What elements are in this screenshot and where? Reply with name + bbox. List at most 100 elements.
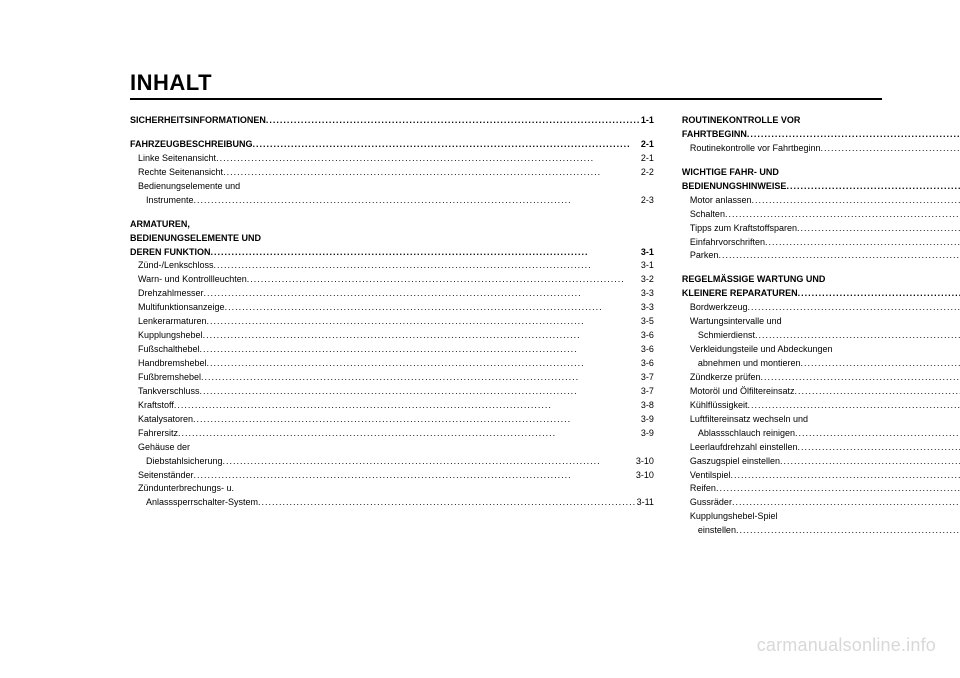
toc-leader-dots (203, 329, 639, 343)
toc-label: Handbremshebel (138, 357, 207, 371)
toc-leader-dots (194, 469, 634, 483)
toc-leader-dots (207, 315, 639, 329)
toc-leader-dots (194, 194, 639, 208)
toc-entry: Zünd-/Lenkschloss 3-1 (130, 259, 654, 273)
toc-entry: Routinekontrolle vor Fahrtbeginn 4-2 (682, 142, 960, 156)
toc-label: Zündunterbrechungs- u. (138, 482, 234, 496)
toc-leader-dots (725, 208, 960, 222)
toc-entry: Schalten 5-2 (682, 208, 960, 222)
toc-entry: Reifen 6-17 (682, 482, 960, 496)
toc-entry: Motoröl und Ölfiltereinsatz 6-10 (682, 385, 960, 399)
toc-leader-dots (266, 114, 639, 128)
toc-column: ROUTINEKONTROLLE VORFAHRTBEGINN 4-1Routi… (682, 114, 960, 546)
toc-label: DEREN FUNKTION (130, 246, 211, 260)
toc-page: 1-1 (639, 114, 654, 128)
toc-label: Katalysatoren (138, 413, 193, 427)
toc-leader-dots (178, 427, 639, 441)
toc-page: 3-1 (639, 246, 654, 260)
toc-entry: Fußschalthebel 3-6 (130, 343, 654, 357)
toc-leader-dots (747, 128, 960, 142)
toc-label: Fahrersitz (138, 427, 178, 441)
toc-leader-dots (247, 273, 639, 287)
toc-label: Lenkerarmaturen (138, 315, 207, 329)
toc-page: 3-6 (639, 329, 654, 343)
watermark: carmanualsonline.info (757, 635, 936, 656)
toc-entry: Kraftstoff 3-8 (130, 399, 654, 413)
toc-leader-dots (201, 371, 639, 385)
toc-entry: Tankverschluss 3-7 (130, 385, 654, 399)
toc-heading: SICHERHEITSINFORMATIONEN 1-1 (130, 114, 654, 128)
toc-entry: Kupplungshebel 3-6 (130, 329, 654, 343)
toc-label: Motoröl und Ölfiltereinsatz (690, 385, 795, 399)
toc-label: Fußschalthebel (138, 343, 200, 357)
toc-column: SICHERHEITSINFORMATIONEN 1-1 FAHRZEUGBESC… (130, 114, 654, 546)
toc-leader-dots (716, 482, 960, 496)
toc-label: BEDIENUNGSHINWEISE (682, 180, 787, 194)
toc-page: 3-6 (639, 357, 654, 371)
toc-leader-dots (751, 194, 960, 208)
toc-heading: DEREN FUNKTION 3-1 (130, 246, 654, 260)
toc-entry: Fußbremshebel 3-7 (130, 371, 654, 385)
toc-entry: Gehäuse der (130, 441, 654, 455)
toc-leader-dots (801, 357, 960, 371)
toc-columns: SICHERHEITSINFORMATIONEN 1-1 FAHRZEUGBESC… (130, 114, 882, 546)
toc-leader-dots (214, 259, 639, 273)
toc-entry: Seitenständer 3-10 (130, 469, 654, 483)
toc-page: 3-9 (639, 427, 654, 441)
toc-entry: Instrumente 2-3 (130, 194, 654, 208)
toc-page: 3-7 (639, 371, 654, 385)
toc-label: Seitenständer (138, 469, 194, 483)
toc-page: 3-7 (639, 385, 654, 399)
toc-entry: Handbremshebel 3-6 (130, 357, 654, 371)
toc-leader-dots (821, 142, 960, 156)
toc-label: Verkleidungsteile und Abdeckungen (690, 343, 833, 357)
toc-label: Motor anlassen (690, 194, 752, 208)
toc-entry: Kühlflüssigkeit 6-13 (682, 399, 960, 413)
toc-leader-dots (193, 413, 639, 427)
toc-leader-dots (174, 399, 639, 413)
toc-leader-dots (211, 246, 639, 260)
toc-label: Fußbremshebel (138, 371, 201, 385)
toc-leader-dots (798, 287, 960, 301)
toc-label: Diebstahlsicherung (146, 455, 223, 469)
toc-page: 3-6 (639, 343, 654, 357)
toc-leader-dots (794, 385, 960, 399)
toc-heading: FAHRTBEGINN 4-1 (682, 128, 960, 142)
toc-label: Bordwerkzeug (690, 301, 748, 315)
toc-label: abnehmen und montieren (698, 357, 801, 371)
toc-label: Reifen (690, 482, 716, 496)
toc-label: Rechte Seitenansicht (138, 166, 223, 180)
toc-leader-dots (765, 236, 960, 250)
toc-label: Wartungsintervalle und (690, 315, 782, 329)
toc-entry: Einfahrvorschriften 5-3 (682, 236, 960, 250)
toc-leader-dots (718, 249, 960, 263)
toc-entry: Gaszugspiel einstellen 6-16 (682, 455, 960, 469)
toc-label: Zündkerze prüfen (690, 371, 761, 385)
toc-label: ARMATUREN, (130, 218, 190, 232)
toc-page: 2-3 (639, 194, 654, 208)
toc-leader-dots (747, 399, 960, 413)
toc-label: REGELMÄSSIGE WARTUNG UND (682, 273, 826, 287)
toc-leader-dots (780, 455, 960, 469)
toc-heading: ROUTINEKONTROLLE VOR (682, 114, 960, 128)
toc-entry: Anlasssperrschalter-System 3-11 (130, 496, 654, 510)
toc-entry: Lenkerarmaturen 3-5 (130, 315, 654, 329)
toc-entry: abnehmen und montieren 6-7 (682, 357, 960, 371)
toc-label: FAHRZEUGBESCHREIBUNG (130, 138, 253, 152)
toc-leader-dots (223, 455, 634, 469)
toc-entry: Drehzahlmesser 3-3 (130, 287, 654, 301)
toc-heading: FAHRZEUGBESCHREIBUNG 2-1 (130, 138, 654, 152)
toc-label: Bedienungselemente und (138, 180, 240, 194)
toc-heading: REGELMÄSSIGE WARTUNG UND (682, 273, 960, 287)
toc-leader-dots (747, 301, 960, 315)
toc-entry: Tipps zum Kraftstoffsparen 5-3 (682, 222, 960, 236)
toc-label: Tankverschluss (138, 385, 200, 399)
toc-leader-dots (258, 496, 635, 510)
toc-label: KLEINERE REPARATUREN (682, 287, 798, 301)
toc-entry: Bordwerkzeug 6-1 (682, 301, 960, 315)
toc-label: Ventilspiel (690, 469, 731, 483)
toc-page: 3-3 (639, 301, 654, 315)
toc-entry: Diebstahlsicherung 3-10 (130, 455, 654, 469)
toc-label: Kraftstoff (138, 399, 174, 413)
toc-leader-dots (200, 385, 639, 399)
